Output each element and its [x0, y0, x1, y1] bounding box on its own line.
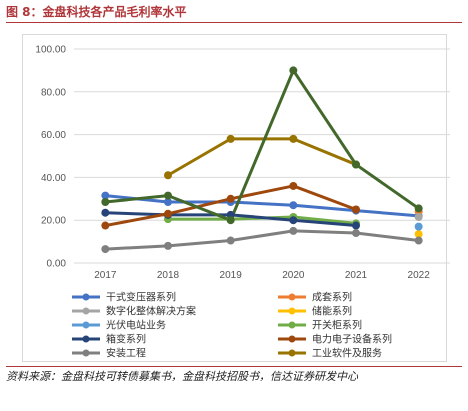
series-line [103, 194, 421, 218]
y-tick-label: 60.00 [41, 130, 66, 141]
legend-swatch-marker [82, 335, 90, 343]
legend-swatch-marker [288, 307, 296, 315]
legend-label: 开关柜系列 [312, 319, 362, 332]
data-point [352, 221, 360, 230]
data-point [101, 245, 110, 254]
data-point [164, 191, 172, 200]
series-line [103, 229, 421, 251]
data-point [414, 222, 423, 231]
x-tick-label: 2019 [220, 270, 243, 281]
data-point [414, 230, 423, 239]
data-point [289, 134, 298, 143]
legend-label: 光伏电站业务 [106, 319, 166, 332]
figure-title: 图 8：金盘科技各产品毛利率水平 [6, 5, 187, 19]
legend-swatch-marker [82, 293, 90, 301]
data-point [164, 241, 172, 250]
legend-label: 储能系列 [312, 305, 352, 318]
data-point [101, 221, 110, 230]
data-point [164, 209, 172, 218]
legend-swatch-marker [82, 321, 90, 329]
legend-label: 安装工程 [106, 347, 146, 360]
data-point [226, 236, 235, 245]
legend-swatch-marker [288, 335, 296, 343]
source-divider [6, 366, 462, 367]
data-point [352, 229, 360, 238]
data-point [289, 226, 298, 235]
data-point [289, 216, 298, 225]
legend-label: 成套系列 [312, 291, 352, 304]
data-point [226, 194, 235, 203]
legend-swatch-marker [82, 307, 90, 315]
y-tick-label: 0.00 [47, 259, 67, 270]
source-note: 资料来源：金盘科技可转债募集书，金盘科技招股书，信达证券研发中心 [6, 370, 358, 383]
x-tick-label: 2021 [345, 270, 368, 281]
data-point [414, 236, 423, 245]
data-point [226, 216, 235, 225]
legend-label: 工业软件及服务 [312, 347, 382, 360]
data-point [164, 198, 172, 207]
x-tick-label: 2018 [157, 270, 180, 281]
x-tick-label: 2022 [408, 270, 431, 281]
data-point [414, 204, 423, 213]
chart-series-lines [103, 68, 421, 251]
x-axis-ticks: 2017 2018 2019 2020 2021 2022 [94, 270, 430, 281]
chart-series-points [101, 66, 423, 254]
chart-gridlines [74, 48, 450, 264]
data-point [101, 198, 110, 207]
x-tick-label: 2020 [282, 270, 305, 281]
data-point [101, 191, 110, 200]
legend-swatch-marker [288, 349, 296, 357]
y-tick-label: 40.00 [41, 173, 66, 184]
legend-swatch-marker [288, 293, 296, 301]
series-line [103, 68, 421, 222]
y-axis-ticks: 0.00 20.00 40.00 60.00 80.00 100.00 [35, 45, 66, 270]
legend-swatch-marker [288, 321, 296, 329]
data-point [352, 160, 360, 169]
legend-label: 箱变系列 [106, 333, 146, 346]
legend-label: 电力电子设备系列 [312, 333, 392, 346]
x-tick-label: 2017 [94, 270, 117, 281]
legend-label: 干式变压器系列 [106, 291, 176, 304]
data-point [226, 134, 235, 143]
data-point [289, 201, 298, 210]
y-tick-label: 100.00 [35, 45, 66, 56]
data-point [414, 212, 423, 221]
data-point [164, 171, 172, 180]
data-point [289, 66, 298, 75]
title-divider [6, 22, 462, 23]
legend-swatch-marker [82, 349, 90, 357]
y-tick-label: 20.00 [41, 216, 66, 227]
legend-label: 数字化整体解决方案 [106, 305, 196, 318]
data-point [289, 181, 298, 190]
data-point [101, 208, 110, 217]
y-tick-label: 80.00 [41, 87, 66, 98]
data-point [352, 205, 360, 214]
series-line [166, 137, 358, 177]
